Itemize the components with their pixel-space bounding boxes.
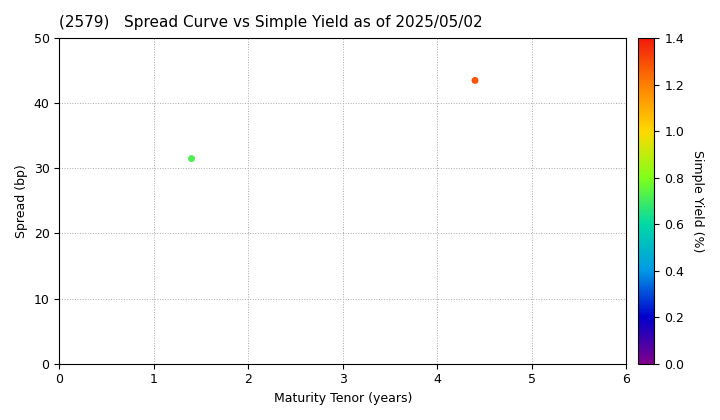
Y-axis label: Simple Yield (%): Simple Yield (%): [690, 150, 703, 252]
X-axis label: Maturity Tenor (years): Maturity Tenor (years): [274, 392, 412, 405]
Y-axis label: Spread (bp): Spread (bp): [15, 164, 28, 238]
Point: [186, 155, 197, 162]
Text: (2579)   Spread Curve vs Simple Yield as of 2025/05/02: (2579) Spread Curve vs Simple Yield as o…: [59, 15, 483, 30]
Point: [469, 77, 481, 84]
